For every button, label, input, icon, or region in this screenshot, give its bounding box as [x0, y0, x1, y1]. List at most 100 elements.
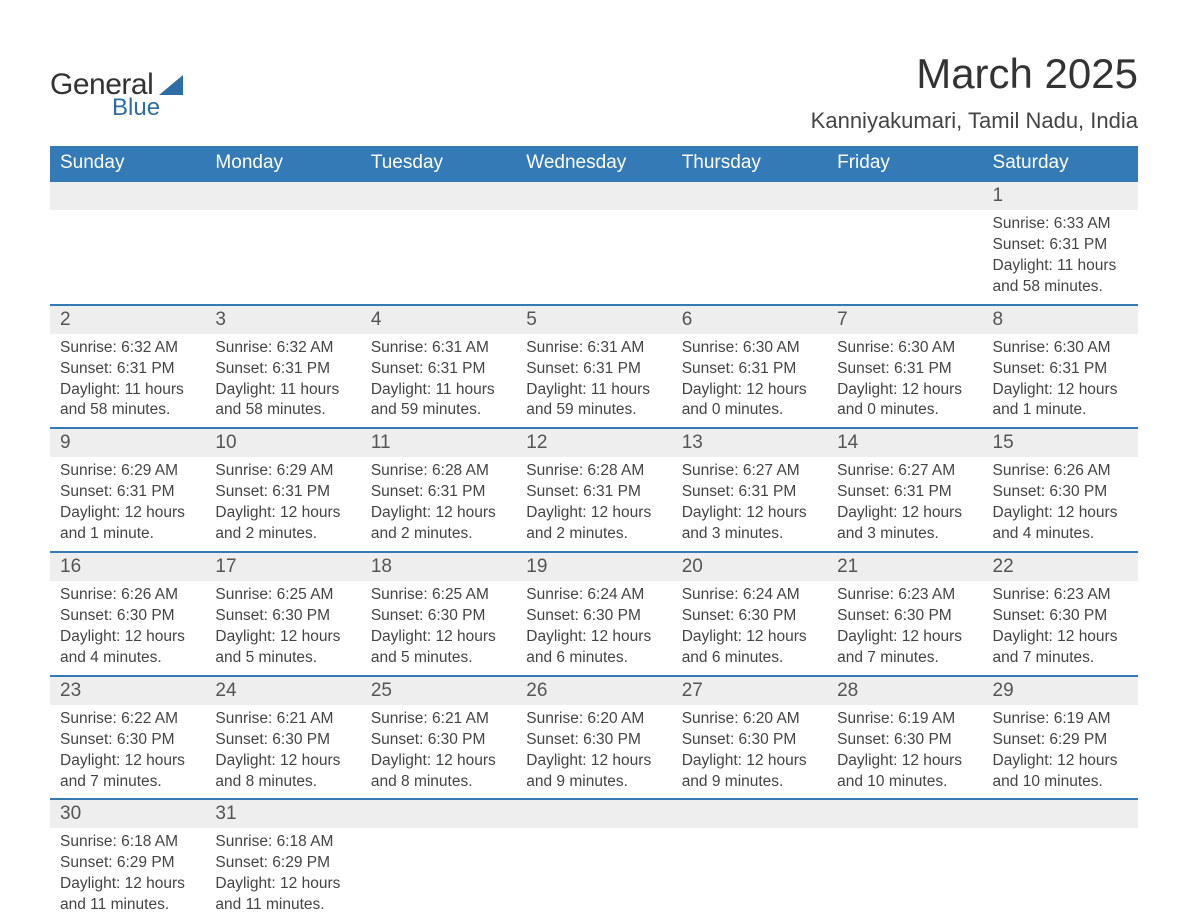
day-number-cell: 14	[827, 428, 982, 457]
day-detail-cell: Sunrise: 6:19 AMSunset: 6:29 PMDaylight:…	[983, 705, 1138, 800]
day-detail-cell: Sunrise: 6:33 AMSunset: 6:31 PMDaylight:…	[983, 210, 1138, 305]
sunrise-text: Sunrise: 6:29 AM	[215, 461, 350, 482]
day-detail-cell: Sunrise: 6:20 AMSunset: 6:30 PMDaylight:…	[516, 705, 671, 800]
daylight-text: and 3 minutes.	[682, 524, 817, 545]
sunset-text: Sunset: 6:30 PM	[371, 606, 506, 627]
weekday-header-row: Sunday Monday Tuesday Wednesday Thursday…	[50, 146, 1138, 181]
daylight-text: Daylight: 12 hours	[60, 503, 195, 524]
sunrise-text: Sunrise: 6:22 AM	[60, 709, 195, 730]
day-number-cell	[516, 181, 671, 210]
weekday-header: Friday	[827, 146, 982, 181]
day-detail-cell	[205, 210, 360, 305]
sunrise-text: Sunrise: 6:32 AM	[60, 338, 195, 359]
day-number-cell	[50, 181, 205, 210]
daylight-text: and 8 minutes.	[215, 772, 350, 793]
day-number-cell: 1	[983, 181, 1138, 210]
sunset-text: Sunset: 6:31 PM	[60, 359, 195, 380]
daylight-text: Daylight: 12 hours	[60, 874, 195, 895]
sunset-text: Sunset: 6:30 PM	[526, 606, 661, 627]
day-number-cell: 4	[361, 305, 516, 334]
day-detail-cell: Sunrise: 6:20 AMSunset: 6:30 PMDaylight:…	[672, 705, 827, 800]
day-number-cell: 10	[205, 428, 360, 457]
daylight-text: Daylight: 11 hours	[993, 256, 1128, 277]
daylight-text: Daylight: 12 hours	[371, 627, 506, 648]
calendar-table: Sunday Monday Tuesday Wednesday Thursday…	[50, 146, 1138, 922]
day-number-cell: 11	[361, 428, 516, 457]
day-detail-cell: Sunrise: 6:24 AMSunset: 6:30 PMDaylight:…	[672, 581, 827, 676]
day-detail-cell: Sunrise: 6:18 AMSunset: 6:29 PMDaylight:…	[50, 828, 205, 922]
daylight-text: and 7 minutes.	[837, 648, 972, 669]
daylight-text: and 59 minutes.	[371, 400, 506, 421]
sunset-text: Sunset: 6:30 PM	[837, 606, 972, 627]
day-number-row: 1	[50, 181, 1138, 210]
weekday-header: Sunday	[50, 146, 205, 181]
weekday-header: Wednesday	[516, 146, 671, 181]
day-number-cell	[516, 799, 671, 828]
calendar-body: 1 Sunrise: 6:33 AMSunset: 6:31 PMDayligh…	[50, 181, 1138, 922]
sunrise-text: Sunrise: 6:26 AM	[60, 585, 195, 606]
daylight-text: Daylight: 12 hours	[837, 751, 972, 772]
day-number-cell	[361, 181, 516, 210]
daylight-text: and 11 minutes.	[60, 895, 195, 916]
day-number-cell	[361, 799, 516, 828]
day-number-row: 23242526272829	[50, 676, 1138, 705]
day-detail-row: Sunrise: 6:33 AMSunset: 6:31 PMDaylight:…	[50, 210, 1138, 305]
day-number-cell: 7	[827, 305, 982, 334]
sunset-text: Sunset: 6:31 PM	[682, 359, 817, 380]
day-detail-cell	[983, 828, 1138, 922]
daylight-text: and 10 minutes.	[837, 772, 972, 793]
sunrise-text: Sunrise: 6:28 AM	[526, 461, 661, 482]
sunrise-text: Sunrise: 6:31 AM	[371, 338, 506, 359]
daylight-text: and 9 minutes.	[682, 772, 817, 793]
day-detail-cell: Sunrise: 6:32 AMSunset: 6:31 PMDaylight:…	[50, 334, 205, 429]
day-detail-cell	[516, 210, 671, 305]
daylight-text: Daylight: 12 hours	[837, 380, 972, 401]
day-number-cell: 15	[983, 428, 1138, 457]
sunrise-text: Sunrise: 6:23 AM	[993, 585, 1128, 606]
daylight-text: Daylight: 12 hours	[60, 751, 195, 772]
sunset-text: Sunset: 6:31 PM	[215, 359, 350, 380]
daylight-text: Daylight: 11 hours	[215, 380, 350, 401]
day-detail-row: Sunrise: 6:32 AMSunset: 6:31 PMDaylight:…	[50, 334, 1138, 429]
sunrise-text: Sunrise: 6:27 AM	[837, 461, 972, 482]
sunrise-text: Sunrise: 6:29 AM	[60, 461, 195, 482]
day-detail-cell: Sunrise: 6:21 AMSunset: 6:30 PMDaylight:…	[205, 705, 360, 800]
day-number-cell: 27	[672, 676, 827, 705]
daylight-text: Daylight: 12 hours	[993, 503, 1128, 524]
sunset-text: Sunset: 6:30 PM	[60, 606, 195, 627]
daylight-text: Daylight: 12 hours	[60, 627, 195, 648]
day-number-cell: 2	[50, 305, 205, 334]
sunrise-text: Sunrise: 6:26 AM	[993, 461, 1128, 482]
sunset-text: Sunset: 6:31 PM	[60, 482, 195, 503]
sunset-text: Sunset: 6:31 PM	[993, 359, 1128, 380]
weekday-header: Tuesday	[361, 146, 516, 181]
sunset-text: Sunset: 6:31 PM	[371, 359, 506, 380]
daylight-text: and 10 minutes.	[993, 772, 1128, 793]
daylight-text: and 58 minutes.	[60, 400, 195, 421]
day-number-cell: 21	[827, 552, 982, 581]
month-title: March 2025	[811, 50, 1138, 98]
sunrise-text: Sunrise: 6:18 AM	[60, 832, 195, 853]
daylight-text: and 7 minutes.	[993, 648, 1128, 669]
day-number-cell: 5	[516, 305, 671, 334]
day-number-cell: 29	[983, 676, 1138, 705]
sunset-text: Sunset: 6:30 PM	[371, 730, 506, 751]
day-detail-cell: Sunrise: 6:23 AMSunset: 6:30 PMDaylight:…	[827, 581, 982, 676]
day-detail-cell: Sunrise: 6:27 AMSunset: 6:31 PMDaylight:…	[827, 457, 982, 552]
day-detail-cell: Sunrise: 6:24 AMSunset: 6:30 PMDaylight:…	[516, 581, 671, 676]
daylight-text: Daylight: 12 hours	[215, 503, 350, 524]
day-number-cell: 26	[516, 676, 671, 705]
location-subtitle: Kanniyakumari, Tamil Nadu, India	[811, 108, 1138, 134]
sunrise-text: Sunrise: 6:30 AM	[837, 338, 972, 359]
day-detail-cell: Sunrise: 6:27 AMSunset: 6:31 PMDaylight:…	[672, 457, 827, 552]
sunset-text: Sunset: 6:31 PM	[993, 235, 1128, 256]
day-detail-cell: Sunrise: 6:31 AMSunset: 6:31 PMDaylight:…	[516, 334, 671, 429]
day-detail-cell: Sunrise: 6:30 AMSunset: 6:31 PMDaylight:…	[672, 334, 827, 429]
daylight-text: and 59 minutes.	[526, 400, 661, 421]
day-number-cell: 24	[205, 676, 360, 705]
daylight-text: Daylight: 12 hours	[837, 627, 972, 648]
logo-triangle-icon	[159, 75, 183, 95]
day-number-cell	[983, 799, 1138, 828]
sunrise-text: Sunrise: 6:19 AM	[993, 709, 1128, 730]
sunrise-text: Sunrise: 6:24 AM	[682, 585, 817, 606]
